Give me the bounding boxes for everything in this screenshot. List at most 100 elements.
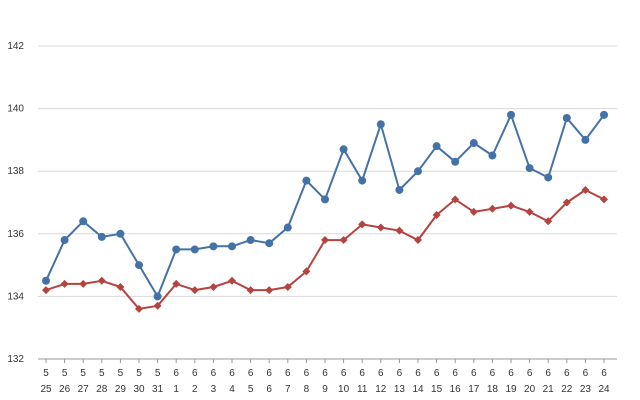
x-tick-label-day: 13 xyxy=(394,384,406,395)
x-tick-label-day: 7 xyxy=(285,384,291,395)
x-tick-label-month: 6 xyxy=(248,368,254,379)
x-tick-label-day: 3 xyxy=(211,384,217,395)
x-tick-label-month: 5 xyxy=(80,368,86,379)
series-2-point xyxy=(525,207,534,216)
series-1-point xyxy=(544,173,553,182)
x-tick-label-day: 26 xyxy=(59,384,71,395)
x-tick-label-day: 29 xyxy=(115,384,127,395)
x-tick-label-day: 6 xyxy=(266,384,272,395)
series-2-point xyxy=(190,286,199,295)
x-tick-label-month: 6 xyxy=(545,368,551,379)
y-tick-label: 132 xyxy=(7,354,24,365)
series-2-point xyxy=(376,223,385,232)
series-2-point xyxy=(395,226,404,235)
x-tick-label-day: 2 xyxy=(192,384,198,395)
y-tick-label: 134 xyxy=(7,291,24,302)
series-2-point xyxy=(321,236,329,245)
x-tick-label-month: 6 xyxy=(527,368,533,379)
x-tick-label-day: 10 xyxy=(338,384,350,395)
x-tick-label-month: 6 xyxy=(397,368,403,379)
x-tick-label-day: 24 xyxy=(598,384,610,395)
series-2-point xyxy=(153,301,162,310)
x-tick-label-month: 6 xyxy=(304,368,310,379)
series-2-point xyxy=(79,279,88,288)
series-2-point xyxy=(581,185,590,194)
x-tick-label-day: 20 xyxy=(524,384,536,395)
series-2-point xyxy=(265,286,274,295)
x-tick-label-month: 6 xyxy=(452,368,458,379)
series-1-point xyxy=(525,164,534,173)
series-1-point xyxy=(488,151,497,160)
series-1-point xyxy=(283,223,292,232)
x-tick-label-day: 21 xyxy=(543,384,555,395)
series-2-point xyxy=(507,201,515,210)
series-1-point xyxy=(209,242,218,251)
series-1-point xyxy=(339,145,348,154)
series-1-point xyxy=(116,229,125,238)
x-tick-label-month: 6 xyxy=(471,368,477,379)
series-1-point xyxy=(507,110,515,119)
series-1-point xyxy=(432,142,441,151)
x-tick-label-day: 8 xyxy=(304,384,310,395)
x-tick-label-day: 4 xyxy=(229,384,235,395)
x-tick-label-month: 6 xyxy=(229,368,235,379)
x-tick-label-month: 6 xyxy=(173,368,179,379)
x-tick-label-month: 6 xyxy=(564,368,570,379)
series-1-point xyxy=(97,232,106,241)
series-2-point xyxy=(414,236,422,245)
x-tick-label-day: 22 xyxy=(561,384,573,395)
x-tick-label-month: 6 xyxy=(490,368,496,379)
series-1-point xyxy=(153,292,162,301)
series-1-point xyxy=(60,236,69,245)
x-tick-label-month: 6 xyxy=(434,368,440,379)
x-tick-label-month: 6 xyxy=(601,368,607,379)
x-tick-label-day: 1 xyxy=(173,384,179,395)
series-2-point xyxy=(339,236,348,245)
series-2-point xyxy=(60,279,69,288)
x-tick-label-day: 27 xyxy=(78,384,90,395)
x-tick-label-day: 14 xyxy=(412,384,424,395)
y-axis-tick-labels: 132 134 136 138 140 142 xyxy=(7,41,24,365)
series-2-point xyxy=(135,304,143,313)
series-1-point xyxy=(265,239,274,248)
x-tick-label-month: 5 xyxy=(62,368,68,379)
x-tick-label-day: 15 xyxy=(431,384,443,395)
series-1-point xyxy=(135,261,143,270)
series-2-point xyxy=(600,195,608,204)
series-lines xyxy=(42,110,608,313)
series-1-point xyxy=(246,236,255,245)
series-2-point xyxy=(209,283,218,292)
x-tick-label-day: 12 xyxy=(375,384,387,395)
x-tick-label-month: 5 xyxy=(99,368,105,379)
gridlines xyxy=(38,45,617,360)
series-2-point xyxy=(97,276,106,285)
x-tick-label-month: 6 xyxy=(192,368,198,379)
x-tick-label-day: 23 xyxy=(580,384,592,395)
x-tick-label-day: 19 xyxy=(505,384,517,395)
x-tick-label-day: 25 xyxy=(40,384,52,395)
x-tick-label-day: 28 xyxy=(96,384,108,395)
series-1-point xyxy=(451,157,460,166)
series-1-point xyxy=(414,167,422,176)
series-1-point xyxy=(395,185,404,194)
x-tick-label-month: 6 xyxy=(341,368,347,379)
series-1-point xyxy=(600,110,608,119)
series-2 xyxy=(42,185,608,313)
series-2-point xyxy=(42,286,50,295)
series-1 xyxy=(42,110,608,301)
series-1-point xyxy=(469,139,478,148)
series-1-point xyxy=(321,195,329,204)
x-tick-label-day: 16 xyxy=(450,384,462,395)
series-2-point xyxy=(172,279,181,288)
series-2-point xyxy=(302,267,311,276)
series-1-point xyxy=(79,217,88,226)
x-tick-label-day: 17 xyxy=(468,384,480,395)
x-tick-label-day: 5 xyxy=(248,384,254,395)
x-tick-label-day: 9 xyxy=(322,384,328,395)
x-tick-label-day: 11 xyxy=(357,384,368,395)
series-1-point xyxy=(190,245,199,254)
y-tick-label: 142 xyxy=(7,41,24,52)
series-2-point xyxy=(432,211,441,220)
series-1-point xyxy=(581,135,590,144)
